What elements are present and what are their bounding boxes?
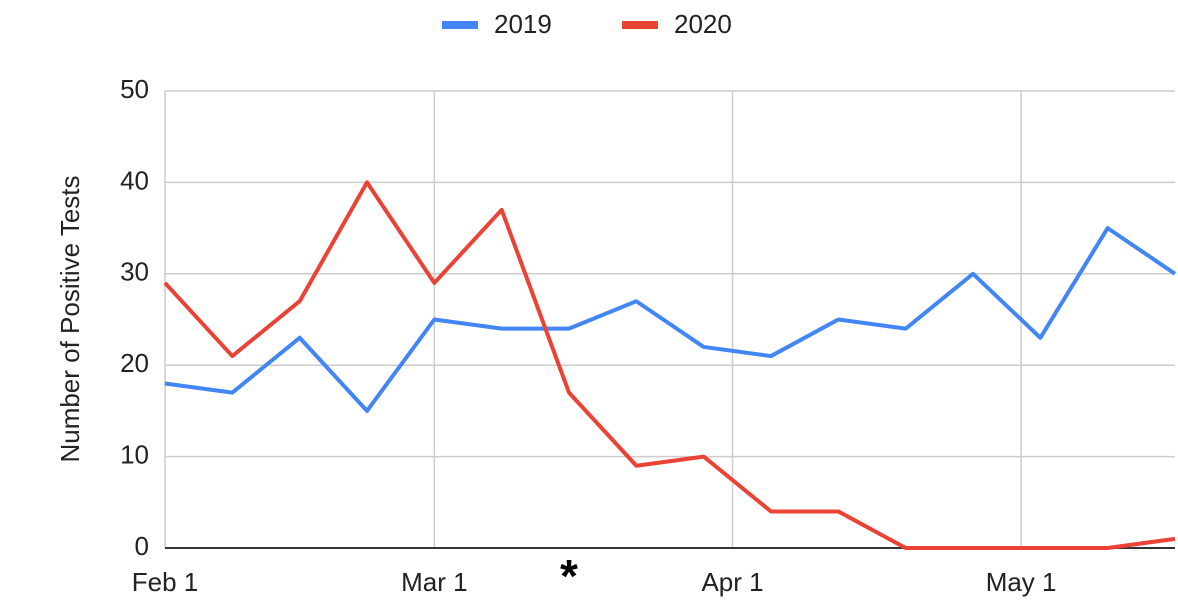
legend-swatch — [442, 21, 478, 29]
x-tick-label: Feb 1 — [132, 567, 199, 597]
y-tick-label: 10 — [120, 439, 149, 469]
x-tick-label: Apr 1 — [701, 567, 763, 597]
x-tick-label: May 1 — [986, 567, 1057, 597]
legend-label: 2020 — [674, 9, 732, 39]
y-tick-label: 50 — [120, 74, 149, 104]
y-tick-label: 40 — [120, 165, 149, 195]
annotation: * — [560, 550, 578, 602]
legend-swatch — [622, 21, 658, 29]
series-line — [163, 180, 1176, 550]
legend-label: 2019 — [494, 9, 552, 39]
y-tick-label: 0 — [135, 531, 149, 561]
y-axis-label: Number of Positive Tests — [55, 175, 85, 462]
y-tick-label: 20 — [120, 348, 149, 378]
series-line — [164, 226, 1177, 413]
y-tick-label: 30 — [120, 257, 149, 287]
x-tick-label: Mar 1 — [401, 567, 467, 597]
